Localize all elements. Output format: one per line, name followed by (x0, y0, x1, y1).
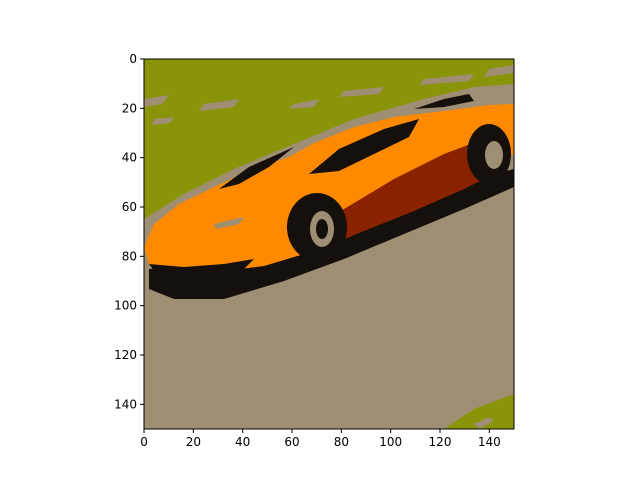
y-tick-label: 0 (129, 52, 137, 66)
x-tick-label: 80 (334, 435, 349, 449)
car-body (144, 104, 514, 271)
y-tick-label: 140 (114, 397, 137, 411)
car-windshield (219, 147, 294, 189)
x-tick-label: 60 (284, 435, 299, 449)
car-rear-spoiler (414, 94, 474, 109)
x-tick-label: 120 (429, 435, 452, 449)
y-axis: 0 20 40 60 80 100 120 140 (114, 52, 144, 411)
rear-wheel-rim (485, 141, 503, 169)
car-front-detail (149, 259, 254, 279)
axes-frame (143, 58, 515, 430)
y-tick-label: 120 (114, 348, 137, 362)
front-wheel-hub (316, 219, 328, 239)
y-tick-label: 40 (122, 151, 137, 165)
x-tick-label: 100 (379, 435, 402, 449)
car-side-window (309, 119, 419, 174)
image-plot: 0 20 40 60 80 100 120 140 0 20 40 60 80 100 120 140 (114, 52, 515, 449)
y-tick-label: 60 (122, 200, 137, 214)
x-tick-label: 20 (186, 435, 201, 449)
taupe-corner-speck (474, 417, 494, 429)
x-tick-label: 40 (235, 435, 250, 449)
quantized-car-image (144, 59, 514, 429)
olive-corner (444, 394, 514, 429)
x-tick-label: 0 (140, 435, 148, 449)
x-axis: 0 20 40 60 80 100 120 140 (140, 429, 501, 449)
y-tick-label: 20 (122, 101, 137, 115)
car-headlight (214, 217, 244, 229)
y-tick-label: 100 (114, 299, 137, 313)
y-tick-label: 80 (122, 249, 137, 263)
x-tick-label: 140 (478, 435, 501, 449)
